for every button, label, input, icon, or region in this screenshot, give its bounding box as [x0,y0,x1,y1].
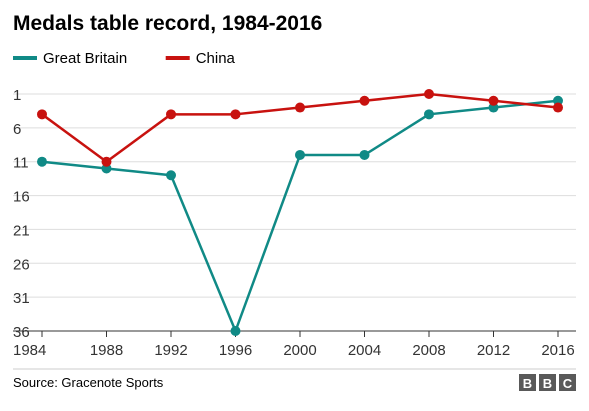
series-line-great-britain [41,99,559,333]
data-point-china [295,102,305,113]
x-tick-label: 1984 [13,342,46,359]
bbc-logo-letter: B [543,376,552,391]
grid [13,93,576,332]
y-tick-label: 26 [13,256,30,273]
x-tick-label: 2016 [541,342,574,359]
legend-label: Great Britain [43,50,127,67]
y-tick-label: 31 [13,290,30,307]
y-tick-label: 1 [13,87,21,104]
data-point-china [424,89,434,99]
x-tick-label: 2000 [283,342,316,359]
y-tick-label: 11 [13,155,29,172]
data-point-great-britain [424,109,434,120]
data-point-china [553,102,563,113]
x-tick-label: 2004 [348,342,381,359]
bbc-logo-letter: B [523,376,532,391]
data-point-great-britain [359,149,370,160]
legend-label: China [196,50,236,67]
legend-item-great-britain: Great Britain [13,50,127,67]
legend-item-china: China [165,50,236,67]
y-tick-label: 36 [13,324,30,341]
legend: Great Britain China [13,50,236,67]
data-point-china [488,95,499,106]
x-tick-label: 1992 [154,342,187,359]
bbc-logo-block [539,374,556,391]
data-point-great-britain [230,326,241,336]
data-point-great-britain [295,149,305,160]
data-point-china [359,95,370,106]
chart-title: Medals table record, 1984-2016 [13,12,322,35]
x-axis: 1984 1988 1992 1996 2000 2004 2008 2012 2016 [13,331,575,359]
data-point-china [37,109,47,120]
data-point-great-britain [166,170,176,181]
y-tick-label: 6 [13,121,21,138]
series-great-britain [37,95,563,336]
x-tick-label: 2008 [412,342,445,359]
x-tick-label: 2012 [477,342,510,359]
source-note: Source: Gracenote Sports [13,375,164,390]
x-tick-label: 1988 [90,342,123,359]
bbc-logo-letter: C [563,376,573,391]
data-point-china [166,109,176,120]
bbc-logo-block [559,374,576,391]
data-point-china [230,109,241,120]
series-china [37,89,563,167]
bbc-logo-block [519,374,536,391]
x-tick-label: 1996 [219,342,252,359]
series-group [37,89,563,336]
data-point-china [101,156,112,167]
y-tick-label: 16 [13,189,30,206]
y-tick-label: 21 [13,222,30,239]
data-point-great-britain [37,156,47,167]
